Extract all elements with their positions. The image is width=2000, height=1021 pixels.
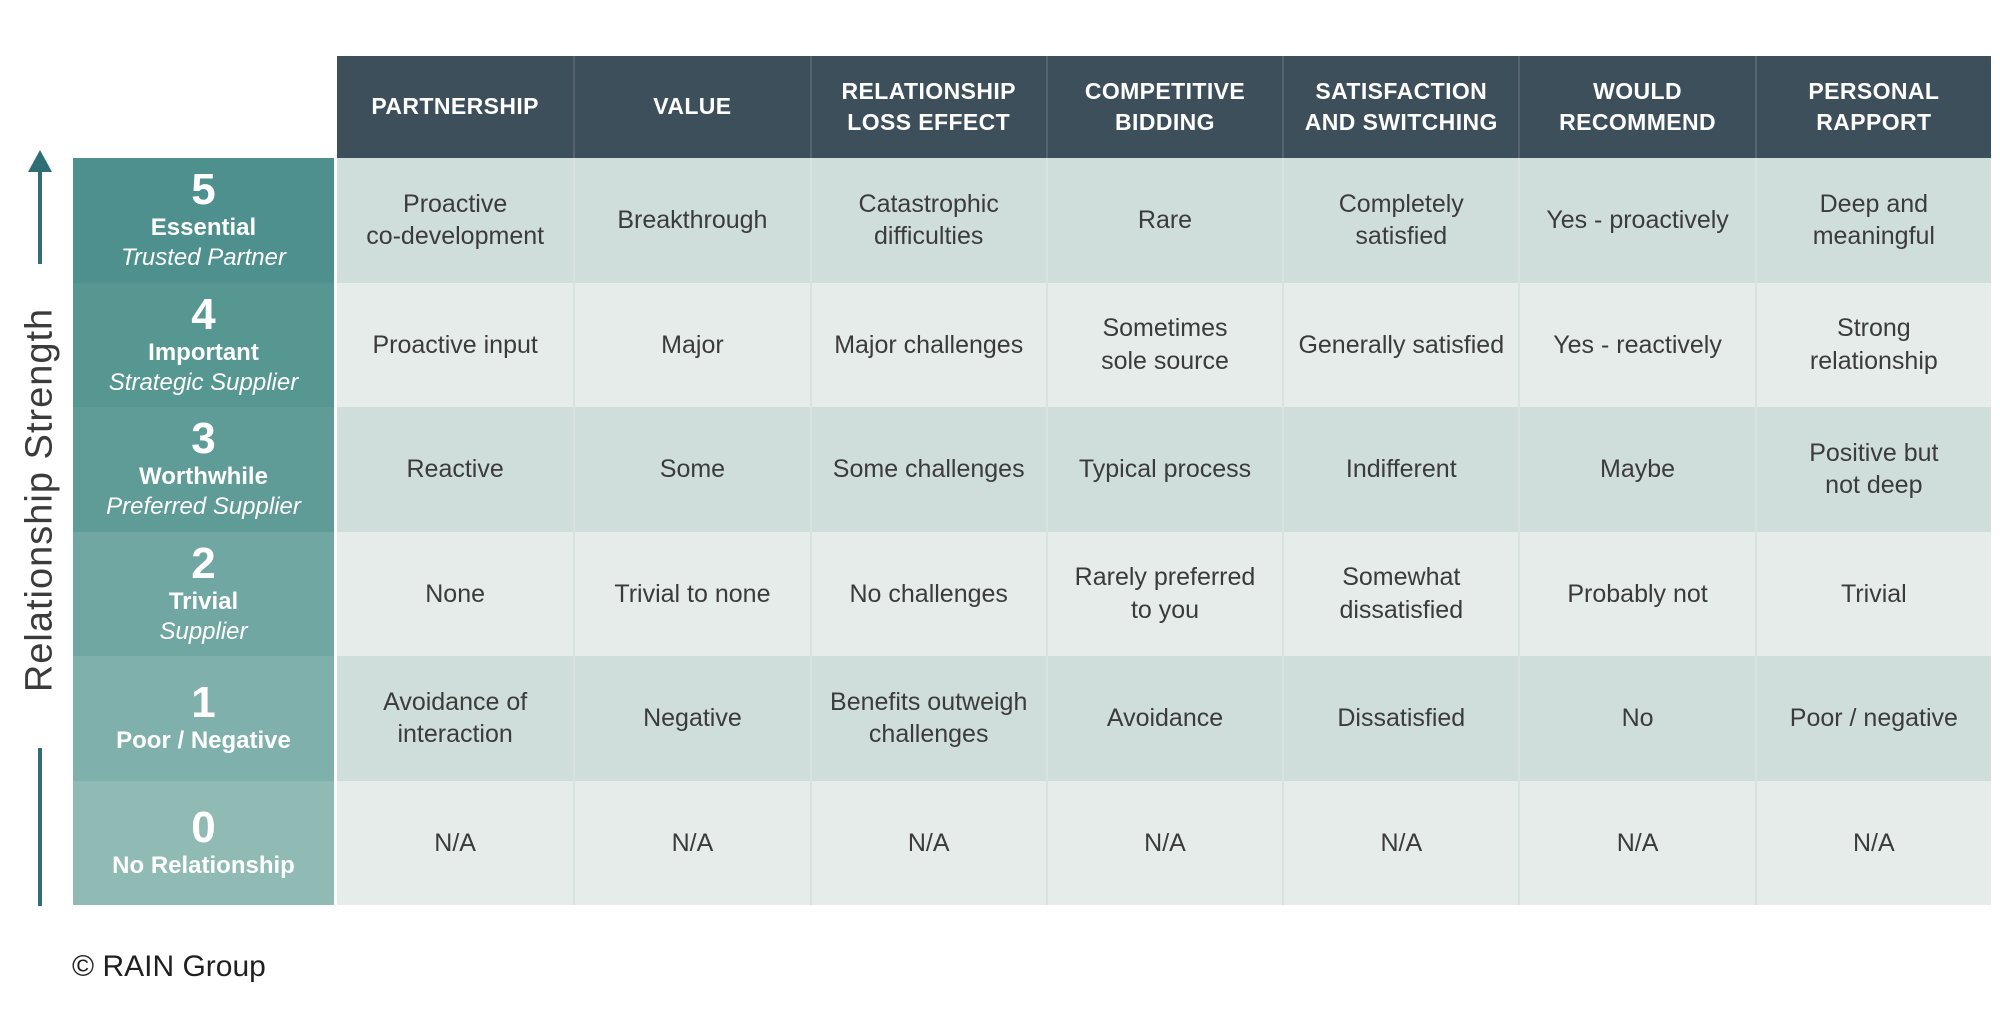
axis-arrow-up-icon	[28, 150, 52, 172]
cell-2-would-recommend: Probably not	[1518, 531, 1755, 656]
cell-5-relationship-loss-effect: Catastrophic difficulties	[809, 158, 1046, 283]
cell-1-relationship-loss-effect: Benefits outweigh challenges	[809, 656, 1046, 781]
cell-2-competitive-bidding: Rarely preferred to you	[1045, 531, 1283, 656]
row-label-2: 2 Trivial Supplier	[73, 531, 337, 656]
cell-5-partnership: Proactive co-development	[337, 158, 574, 283]
row-name: Trivial	[168, 587, 239, 615]
cell-1-personal-rapport: Poor / negative	[1754, 656, 1991, 781]
cell-2-satisfaction-and-switching: Somewhat dissatisfied	[1282, 531, 1519, 656]
cell-4-relationship-loss-effect: Major challenges	[809, 282, 1046, 407]
cell-5-would-recommend: Yes - proactively	[1518, 158, 1755, 283]
cell-3-relationship-loss-effect: Some challenges	[809, 407, 1046, 532]
cell-5-value: Breakthrough	[573, 158, 810, 283]
cell-1-competitive-bidding: Avoidance	[1045, 656, 1283, 781]
cell-0-value: N/A	[573, 780, 810, 905]
cell-0-would-recommend: N/A	[1518, 780, 1755, 905]
cell-3-personal-rapport: Positive but not deep	[1754, 407, 1991, 532]
cell-0-competitive-bidding: N/A	[1045, 780, 1283, 905]
cell-3-partnership: Reactive	[337, 407, 574, 532]
cell-0-partnership: N/A	[337, 780, 574, 905]
cell-3-would-recommend: Maybe	[1518, 407, 1755, 532]
column-header-value: VALUE	[573, 56, 810, 158]
column-header-competitive-bidding: COMPETITIVE BIDDING	[1045, 56, 1283, 158]
row-subtitle: Preferred Supplier	[106, 493, 301, 521]
cell-2-partnership: None	[337, 531, 574, 656]
row-name: Important	[148, 338, 259, 366]
cell-5-satisfaction-and-switching: Completely satisfied	[1282, 158, 1519, 283]
column-header-satisfaction-and-switching: SATISFACTION AND SWITCHING	[1282, 56, 1519, 158]
row-score: 5	[191, 165, 216, 215]
axis-line-bottom	[38, 748, 42, 906]
cell-4-value: Major	[573, 282, 810, 407]
cell-5-personal-rapport: Deep and meaningful	[1754, 158, 1991, 283]
cell-0-personal-rapport: N/A	[1754, 780, 1991, 905]
axis-label: Relationship Strength	[18, 307, 61, 693]
cell-4-satisfaction-and-switching: Generally satisfied	[1282, 282, 1519, 407]
row-score: 0	[191, 802, 216, 852]
row-subtitle: Supplier	[159, 617, 248, 645]
matrix-table: PARTNERSHIP VALUE RELATIONSHIP LOSS EFFE…	[73, 56, 1991, 905]
cell-4-competitive-bidding: Sometimes sole source	[1045, 282, 1283, 407]
column-header-personal-rapport: PERSONAL RAPPORT	[1754, 56, 1991, 158]
row-name: Essential	[150, 214, 257, 242]
row-label-3: 3 Worthwhile Preferred Supplier	[73, 407, 337, 532]
cell-3-satisfaction-and-switching: Indifferent	[1282, 407, 1519, 532]
cell-1-would-recommend: No	[1518, 656, 1755, 781]
copyright-text: © RAIN Group	[72, 950, 266, 983]
row-label-4: 4 Important Strategic Supplier	[73, 282, 337, 407]
row-score: 3	[191, 414, 216, 464]
column-header-relationship-loss-effect: RELATIONSHIP LOSS EFFECT	[809, 56, 1046, 158]
cell-5-competitive-bidding: Rare	[1045, 158, 1283, 283]
cell-1-value: Negative	[573, 656, 810, 781]
cell-4-would-recommend: Yes - reactively	[1518, 282, 1755, 407]
column-header-partnership: PARTNERSHIP	[337, 56, 574, 158]
cell-1-partnership: Avoidance of interaction	[337, 656, 574, 781]
column-header-would-recommend: WOULD RECOMMEND	[1518, 56, 1755, 158]
cell-0-relationship-loss-effect: N/A	[809, 780, 1046, 905]
row-label-5: 5 Essential Trusted Partner	[73, 158, 337, 283]
row-subtitle: Strategic Supplier	[108, 368, 299, 396]
cell-2-value: Trivial to none	[573, 531, 810, 656]
cell-0-satisfaction-and-switching: N/A	[1282, 780, 1519, 905]
row-subtitle: Trusted Partner	[121, 244, 286, 272]
cell-2-relationship-loss-effect: No challenges	[809, 531, 1046, 656]
row-score: 2	[191, 538, 216, 588]
corner-cell	[73, 56, 337, 158]
row-name: Poor / Negative	[116, 727, 291, 755]
row-score: 1	[191, 678, 216, 728]
cell-1-satisfaction-and-switching: Dissatisfied	[1282, 656, 1519, 781]
row-name: Worthwhile	[139, 463, 268, 491]
cell-4-partnership: Proactive input	[337, 282, 574, 407]
axis-arrow-shaft	[38, 168, 42, 264]
cell-3-value: Some	[573, 407, 810, 532]
cell-3-competitive-bidding: Typical process	[1045, 407, 1283, 532]
row-name: No Relationship	[112, 851, 295, 879]
row-label-1: 1 Poor / Negative	[73, 656, 337, 781]
row-label-0: 0 No Relationship	[73, 780, 337, 905]
cell-2-personal-rapport: Trivial	[1754, 531, 1991, 656]
row-score: 4	[191, 289, 216, 339]
cell-4-personal-rapport: Strong relationship	[1754, 282, 1991, 407]
